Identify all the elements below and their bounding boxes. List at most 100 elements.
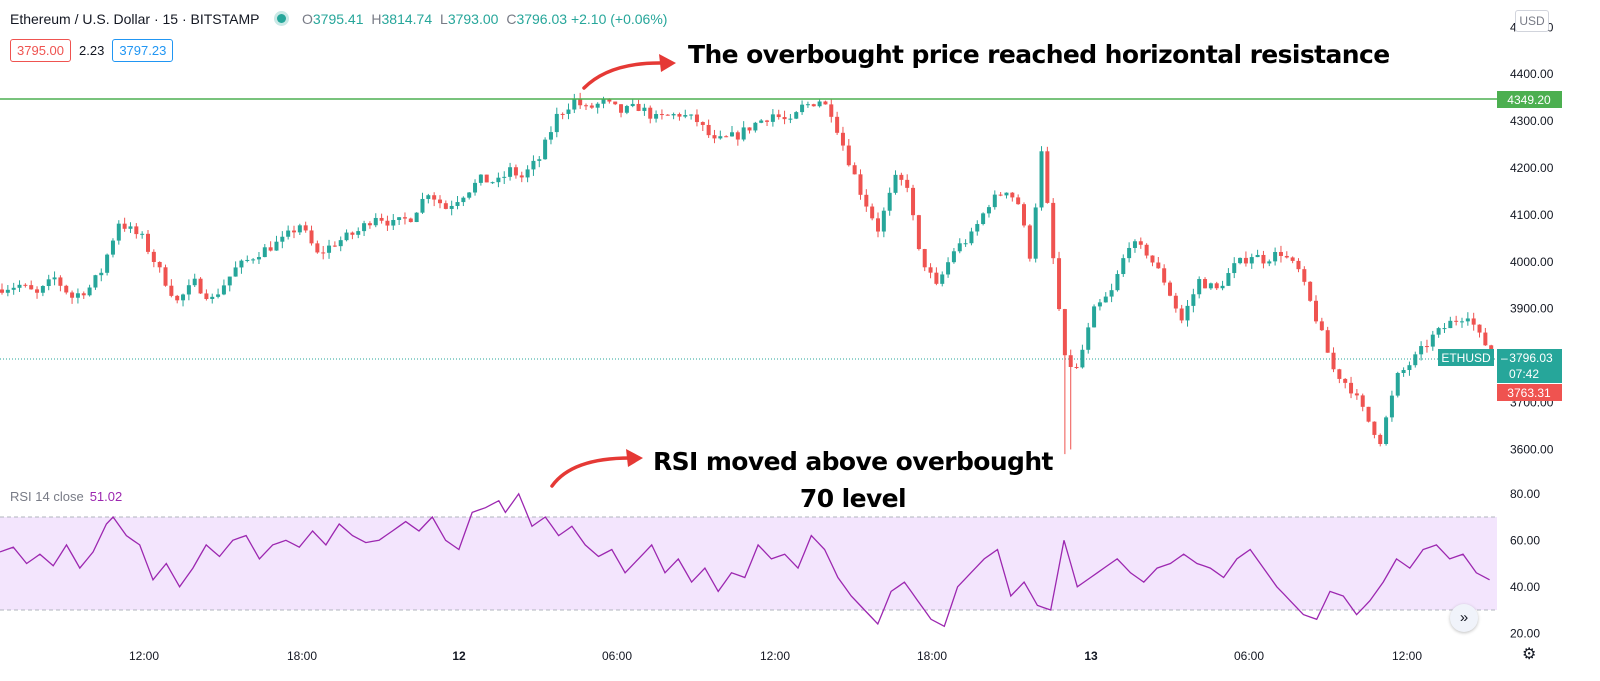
- candle-body: [1185, 305, 1190, 321]
- candle-body: [461, 197, 466, 203]
- sell-button[interactable]: 3795.00: [10, 39, 71, 62]
- candle-body: [29, 285, 34, 290]
- candle-body: [11, 287, 16, 290]
- double-chevron-right-icon[interactable]: »: [1450, 604, 1478, 632]
- candle-body: [1314, 300, 1318, 322]
- candle-body: [858, 174, 863, 195]
- last-price-dash: –: [1501, 351, 1508, 365]
- candle-body: [338, 240, 343, 247]
- candle-body: [397, 217, 402, 220]
- candle-body: [1302, 269, 1307, 282]
- candle-body: [864, 194, 869, 207]
- candle-body: [262, 247, 267, 258]
- time-tick-label: 18:00: [917, 649, 947, 663]
- time-tick-label: 06:00: [602, 649, 632, 663]
- price-tick-label: 3600.00: [1510, 442, 1554, 456]
- ohlc-low-key: L: [440, 11, 448, 27]
- candle-body: [922, 249, 927, 268]
- candle-body: [64, 285, 69, 293]
- top-arrow-curve: [582, 61, 665, 90]
- candle-body: [788, 118, 793, 120]
- candle-body: [496, 177, 501, 183]
- candle-body: [438, 199, 442, 204]
- candle-body: [146, 233, 150, 252]
- rsi-legend[interactable]: RSI 14 close 51.02: [10, 489, 122, 504]
- candle-body: [1454, 320, 1459, 322]
- candle-body: [122, 223, 127, 229]
- candle-body: [1045, 151, 1050, 203]
- candle-body: [391, 219, 396, 226]
- candle-body: [87, 287, 92, 296]
- candle-body: [572, 98, 577, 110]
- currency-button[interactable]: USD: [1515, 10, 1549, 32]
- candle-body: [379, 217, 384, 221]
- candle-body: [473, 182, 478, 193]
- time-tick-label: 18:00: [287, 649, 317, 663]
- candle-body: [963, 243, 968, 245]
- candle-body: [0, 289, 4, 293]
- candle-body: [227, 276, 232, 286]
- top-arrow-head: [659, 54, 676, 72]
- candle-body: [1232, 263, 1237, 274]
- candle-body: [1004, 192, 1009, 196]
- candle-body: [1027, 225, 1032, 259]
- candle-body: [40, 286, 45, 293]
- resistance-price-label: 4349.20: [1507, 93, 1551, 107]
- candle-body: [157, 261, 162, 268]
- low-marker-box: [1497, 384, 1562, 401]
- candle-body: [1471, 318, 1476, 325]
- ohlc-change: +2.10 (+0.06%): [570, 11, 668, 27]
- resistance-price-box: [1497, 91, 1562, 108]
- ohlc-open-value: 3795.41: [312, 11, 364, 27]
- candle-body: [1401, 370, 1406, 373]
- candle-body: [747, 127, 752, 131]
- rsi-tick-label: 40.00: [1510, 580, 1540, 594]
- candle-body: [1022, 204, 1026, 226]
- candle-body: [1389, 395, 1394, 418]
- candle-body: [951, 251, 956, 263]
- price-tick-label: 4300.00: [1510, 114, 1554, 128]
- candle-body: [315, 243, 320, 253]
- candle-body: [694, 114, 699, 123]
- candle-body: [455, 202, 460, 206]
- candle-body: [490, 182, 495, 184]
- candle-body: [344, 232, 349, 241]
- candle-body: [286, 230, 291, 237]
- rsi-band-fill: [0, 517, 1497, 610]
- candle-body: [1319, 321, 1324, 331]
- candle-body: [1103, 296, 1108, 303]
- candle-body: [128, 226, 133, 229]
- candle-body: [881, 210, 886, 232]
- candle-body: [537, 159, 542, 161]
- candle-body: [887, 192, 892, 211]
- candle-body: [513, 167, 518, 176]
- candle-body: [1010, 192, 1015, 198]
- candle-body: [700, 122, 705, 125]
- candle-body: [52, 277, 57, 280]
- candle-body: [998, 194, 1003, 196]
- buy-button[interactable]: 3797.23: [112, 39, 174, 62]
- candle-body: [151, 251, 156, 262]
- candle-body: [800, 104, 805, 113]
- gear-icon[interactable]: ⚙: [1522, 646, 1537, 663]
- candle-body: [58, 277, 63, 286]
- candle-body: [630, 103, 635, 107]
- time-tick-label: 12:00: [129, 649, 159, 663]
- candle-body: [414, 212, 419, 223]
- rsi-axis[interactable]: 80.00 60.00 40.00 20.00: [1510, 487, 1540, 641]
- candle-body: [373, 217, 378, 226]
- candle-body: [239, 260, 244, 268]
- candle-body: [899, 174, 904, 180]
- time-axis[interactable]: 12:00 18:00 12 06:00 12:00 18:00 13 06:00 12:00: [129, 649, 1422, 663]
- candle-body: [1489, 345, 1494, 352]
- candle-body: [1127, 247, 1132, 259]
- candle-body: [1460, 321, 1464, 323]
- candle-body: [730, 132, 734, 137]
- candle-body: [297, 225, 302, 233]
- candle-body: [1430, 334, 1435, 347]
- symbol-tag: ETHUSD: [1441, 351, 1491, 365]
- symbol-title[interactable]: Ethereum / U.S. Dollar · 15 · BITSTAMP: [10, 11, 260, 27]
- candle-body: [1168, 282, 1172, 296]
- price-tick-label: 4400.00: [1510, 67, 1554, 81]
